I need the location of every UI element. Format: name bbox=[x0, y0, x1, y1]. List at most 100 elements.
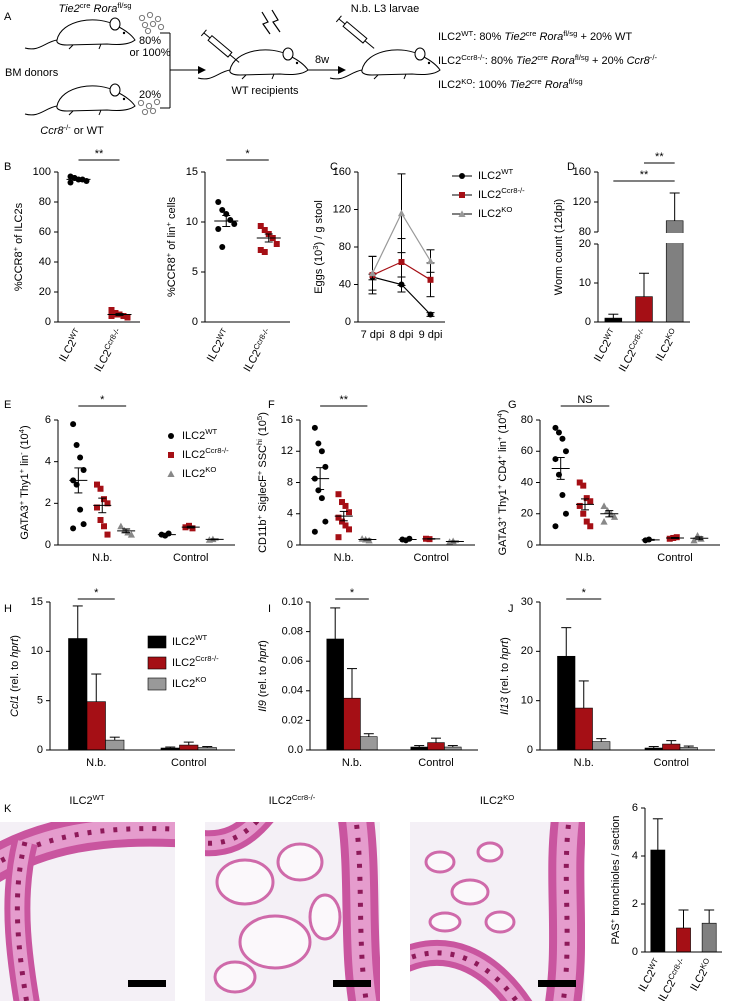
x-tick-label: ILC2WT bbox=[590, 326, 620, 364]
recipient-label: WT recipients bbox=[231, 85, 299, 97]
group-definition: ILC2KO: 100% Tie2cre Rorafl/sg bbox=[438, 77, 583, 92]
group-definition-part: cre bbox=[537, 53, 548, 62]
y-tick-label: 0 bbox=[527, 744, 533, 756]
x-tick-label-part: ILC2 bbox=[656, 978, 678, 1001]
cell-icon bbox=[145, 102, 153, 110]
mouse-tail bbox=[24, 105, 58, 116]
group-definition: ILC2WT: 80% Tie2cre Rorafl/sg + 20% WT bbox=[438, 29, 632, 44]
syringe-needle bbox=[364, 40, 375, 49]
group-definition-part: KO bbox=[461, 77, 472, 86]
y-axis-label-part: + bbox=[495, 455, 504, 460]
group-definition-part: + 20% WT bbox=[577, 31, 632, 43]
group-definition-part: : 100% bbox=[472, 79, 509, 91]
y-tick-label: 2 bbox=[45, 497, 51, 509]
y-axis-label-part: CD4 bbox=[497, 460, 509, 485]
x-tick-label-part: ILC2 bbox=[617, 348, 639, 374]
data-point bbox=[342, 502, 349, 509]
y-tick-label: 10 bbox=[579, 277, 591, 289]
data-point bbox=[108, 313, 115, 319]
time-label: 8w bbox=[315, 54, 329, 66]
mouse-legs bbox=[241, 73, 275, 80]
data-point bbox=[97, 485, 104, 492]
data-point bbox=[168, 452, 174, 458]
group-definition-part: WT bbox=[461, 29, 473, 38]
y-axis-label-part: + bbox=[255, 514, 264, 519]
x-tick-label: 9 dpi bbox=[419, 329, 443, 341]
group-definition-part: -/- bbox=[650, 53, 658, 62]
x-tick-label: ILC2WT bbox=[55, 326, 85, 364]
data-point bbox=[559, 435, 566, 442]
data-point bbox=[342, 522, 349, 529]
significance-label: NS bbox=[577, 394, 592, 406]
y-tick-label: 4 bbox=[632, 850, 638, 862]
data-point bbox=[322, 518, 329, 525]
legend-label-part: Ccr8-/- bbox=[501, 186, 525, 195]
data-point bbox=[587, 523, 594, 530]
data-point bbox=[398, 259, 405, 265]
legend-label-part: ILC2 bbox=[182, 449, 205, 461]
group-definition-part: fl/sg bbox=[575, 53, 589, 62]
group-definition-part: cre bbox=[531, 77, 542, 86]
y-tick-label: 40 bbox=[521, 476, 533, 488]
data-point bbox=[315, 440, 322, 447]
scale-bar bbox=[128, 980, 166, 987]
y-tick-label: 120 bbox=[333, 203, 351, 215]
y-axis-label-part: %CCR8 bbox=[13, 251, 25, 291]
data-point bbox=[666, 535, 673, 542]
bar bbox=[105, 739, 125, 751]
data-point bbox=[459, 173, 465, 179]
alveolus bbox=[215, 858, 275, 906]
data-point bbox=[458, 210, 466, 217]
x-tick-label: Control bbox=[173, 552, 208, 564]
panel-label: D bbox=[567, 161, 575, 173]
y-tick-label: 0 bbox=[37, 744, 43, 756]
legend-label-part: ILC2 bbox=[182, 430, 205, 442]
panel-label: A bbox=[4, 11, 12, 23]
cell-icon bbox=[146, 11, 154, 19]
y-axis-label-part: (rel. to bbox=[257, 663, 269, 700]
data-point bbox=[576, 479, 583, 486]
y-tick-label: 0.0 bbox=[288, 744, 303, 756]
x-tick-label: ILC2KO bbox=[652, 326, 682, 363]
group-definition-part: ILC2 bbox=[438, 31, 461, 43]
x-tick-label-part: ILC2 bbox=[636, 968, 658, 994]
y-axis-label: GATA3+ Thy1+ CD4+ lin+ (104) bbox=[495, 410, 510, 556]
data-point bbox=[552, 523, 559, 530]
tissue bbox=[205, 822, 380, 1001]
alveolus bbox=[308, 893, 342, 941]
y-tick-label: 0 bbox=[345, 316, 351, 328]
donor-label: Tie2cre Rorafl/sg bbox=[58, 1, 131, 16]
y-tick-label: 20 bbox=[521, 508, 533, 520]
y-tick-label: 15 bbox=[186, 166, 198, 178]
data-point bbox=[555, 429, 562, 436]
significance-label: ** bbox=[655, 151, 664, 163]
data-point bbox=[562, 510, 569, 517]
data-point bbox=[261, 249, 268, 255]
micrograph-title-part: ILC2 bbox=[69, 795, 92, 807]
y-axis-label-part: hprt bbox=[499, 640, 511, 660]
bar bbox=[701, 922, 717, 953]
x-tick-label: ILC2KO bbox=[686, 956, 716, 993]
significance-label: ** bbox=[95, 148, 104, 160]
data-point bbox=[73, 442, 80, 448]
group-definition-part: Tie2 bbox=[516, 55, 537, 67]
legend-label: ILC2KO bbox=[182, 465, 216, 480]
significance-label: ** bbox=[339, 394, 348, 406]
legend-label-part: KO bbox=[501, 205, 512, 214]
data-point bbox=[70, 525, 77, 532]
x-tick-label: N.b. bbox=[86, 757, 106, 769]
micrograph-title-part: ILC2 bbox=[269, 795, 292, 807]
x-tick-label-part: ILC2 bbox=[92, 348, 114, 374]
syringe-barrel bbox=[342, 20, 368, 44]
data-point bbox=[124, 528, 132, 536]
data-point bbox=[690, 536, 698, 544]
significance-label: * bbox=[94, 587, 99, 599]
donor-label-part: or WT bbox=[71, 125, 104, 137]
legend-label-part: ILC2 bbox=[172, 678, 195, 690]
x-tick-label: ILC2Ccr8-/- bbox=[615, 326, 651, 374]
cell-icon bbox=[138, 14, 146, 22]
syringe-needle bbox=[229, 54, 240, 63]
cell-icon bbox=[141, 108, 149, 116]
micrograph-title: ILC2WT bbox=[69, 793, 105, 808]
x-tick-label: 8 dpi bbox=[390, 329, 414, 341]
